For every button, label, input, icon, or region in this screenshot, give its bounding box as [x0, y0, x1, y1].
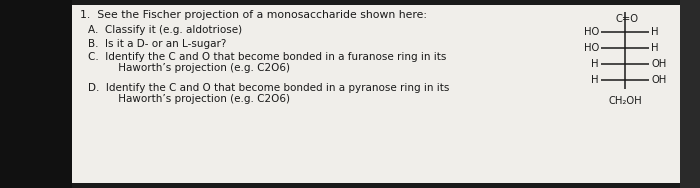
- Text: HO: HO: [584, 27, 599, 37]
- Bar: [70, 5, 680, 183]
- Text: OH: OH: [651, 59, 666, 69]
- Text: CH₂OH: CH₂OH: [608, 96, 642, 106]
- Text: CH₂OH: CH₂OH: [608, 0, 642, 5]
- Text: B.  Is it a D- or an L-sugar?: B. Is it a D- or an L-sugar?: [88, 39, 226, 49]
- Text: H: H: [592, 59, 599, 69]
- Text: D.  Identify the C and O that become bonded in a pyranose ring in its: D. Identify the C and O that become bond…: [88, 83, 449, 93]
- Text: A.  Classify it (e.g. aldotriose): A. Classify it (e.g. aldotriose): [88, 25, 242, 35]
- Text: Haworth’s projection (e.g. C2O6): Haworth’s projection (e.g. C2O6): [102, 94, 290, 104]
- Text: H: H: [651, 43, 659, 53]
- Text: Haworth’s projection (e.g. C2O6): Haworth’s projection (e.g. C2O6): [102, 63, 290, 73]
- Bar: [0, 0, 72, 188]
- Text: C=O: C=O: [615, 14, 638, 24]
- Text: C.  Identify the C and O that become bonded in a furanose ring in its: C. Identify the C and O that become bond…: [88, 52, 447, 62]
- Text: H: H: [651, 27, 659, 37]
- Text: HO: HO: [584, 43, 599, 53]
- Bar: [680, 0, 700, 188]
- Text: 1.  See the Fischer projection of a monosaccharide shown here:: 1. See the Fischer projection of a monos…: [80, 10, 427, 20]
- Text: H: H: [592, 75, 599, 85]
- Text: OH: OH: [651, 75, 666, 85]
